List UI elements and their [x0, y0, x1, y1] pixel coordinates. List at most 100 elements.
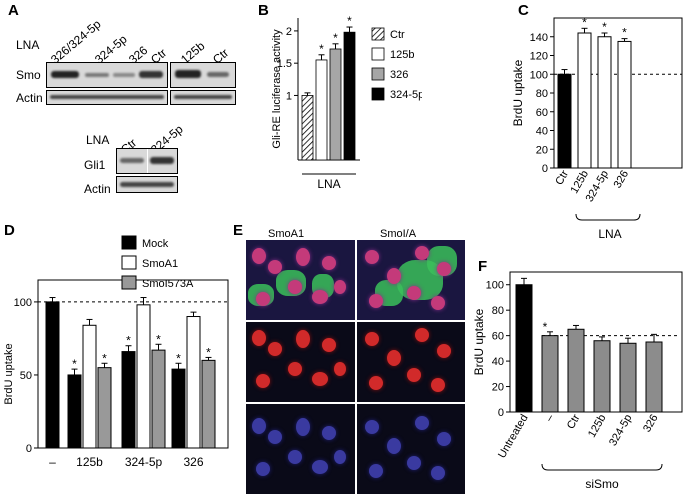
- chart-f: 0 20 40 60 80 100 BrdU uptake Untreated * – Ctr 125…: [472, 271, 683, 491]
- smo-blot-right: [170, 62, 236, 88]
- cell-nucleus: [387, 268, 401, 284]
- legend-label: SmoA1: [142, 258, 178, 270]
- cell-nucleus: [415, 416, 429, 430]
- micrograph-smoia-nuclei-blue: [357, 404, 465, 494]
- bar: [186, 316, 201, 449]
- y-tick-label: 60: [492, 331, 504, 343]
- bar: [617, 40, 632, 169]
- cell-nucleus: [334, 280, 346, 294]
- y-axis-label: BrdU uptake: [511, 59, 525, 126]
- y-tick-label: 40: [536, 126, 548, 138]
- significance-mark: *: [126, 334, 131, 348]
- bar: [315, 59, 328, 161]
- legend-label: Mock: [142, 238, 169, 250]
- actin2-blot: [116, 176, 178, 193]
- y-tick-label: 0: [498, 407, 504, 419]
- panel-e-label: E: [233, 222, 244, 239]
- significance-mark: *: [206, 345, 211, 359]
- lna-row-label: LNA: [16, 38, 40, 52]
- legend-swatch: [121, 255, 137, 270]
- legend-label: 324-5p: [390, 89, 422, 101]
- group-bracket: [541, 463, 663, 471]
- significance-mark: *: [72, 357, 77, 371]
- smo-blot-left: [46, 62, 168, 88]
- cell-nucleus: [387, 438, 401, 454]
- panel-d-label: D: [4, 222, 15, 239]
- significance-mark: *: [156, 332, 161, 346]
- cell-nucleus: [431, 466, 445, 480]
- x-tick-label: Untreated: [496, 413, 531, 461]
- cell-nucleus: [288, 362, 302, 376]
- cell-nucleus: [407, 456, 421, 470]
- x-tick-label: Ctr: [553, 168, 571, 187]
- smo-label: Smo: [16, 68, 41, 82]
- x-tick-label: Ctr: [565, 412, 583, 431]
- significance-mark: *: [543, 320, 548, 334]
- panel-a-label: A: [8, 2, 19, 19]
- cell-nucleus: [288, 280, 302, 294]
- col-label-smoi-a: SmoI/A: [380, 228, 417, 240]
- bar: [171, 368, 186, 449]
- cell-nucleus: [365, 250, 379, 264]
- significance-mark: *: [102, 351, 107, 365]
- cell-nucleus: [437, 344, 451, 358]
- cell-nucleus: [387, 350, 401, 366]
- cell-nucleus: [252, 418, 266, 434]
- chart-d: 0 50 100 BrdU uptake – * * 125b * * 324-5p * * 326 Moc…: [3, 235, 229, 469]
- cell-nucleus: [407, 368, 421, 382]
- y-tick-label: 100: [530, 69, 548, 81]
- legend-swatch: [371, 67, 385, 81]
- cell-nucleus: [252, 330, 266, 346]
- cell-nucleus: [369, 376, 383, 390]
- cell-nucleus: [431, 378, 445, 392]
- bar: [577, 32, 592, 169]
- y-tick-label: 40: [492, 356, 504, 368]
- y-tick-label: 80: [492, 305, 504, 317]
- micrograph-smoa1-merge: [246, 240, 355, 320]
- y-tick-label: 1.5: [277, 58, 292, 70]
- actin2-label: Actin: [84, 182, 111, 196]
- actin-blot-left: [46, 90, 168, 105]
- bar: [343, 31, 356, 161]
- x-tick-label: 125b: [76, 455, 103, 469]
- cell-nucleus: [322, 338, 336, 352]
- y-tick-label: 0: [542, 163, 548, 175]
- actin-label: Actin: [16, 91, 43, 105]
- cell-nucleus: [268, 260, 282, 274]
- legend-swatch: [121, 275, 137, 290]
- cell-nucleus: [256, 292, 270, 306]
- cell-nucleus: [322, 256, 336, 270]
- bar: [567, 328, 585, 413]
- cell-nucleus: [296, 248, 310, 266]
- significance-mark: *: [176, 351, 181, 365]
- cell-nucleus: [312, 372, 328, 386]
- bar: [645, 341, 663, 413]
- col-label-smoa1: SmoA1: [268, 228, 305, 240]
- micrograph-smoa1-nuclei-red: [246, 322, 355, 402]
- legend-label: Ctr: [390, 29, 405, 41]
- bar: [67, 374, 82, 449]
- actin-blot-right: [170, 90, 236, 105]
- y-tick-label: 100: [14, 297, 32, 309]
- bar: [329, 48, 342, 161]
- bar: [515, 284, 533, 413]
- y-tick-label: 2: [286, 26, 292, 38]
- bar: [301, 95, 314, 161]
- y-axis-label: Gli-RE luciferase activity: [271, 29, 283, 149]
- micrograph-smoa1-nuclei-blue: [246, 404, 355, 494]
- x-tick-label: 326: [183, 455, 203, 469]
- significance-mark: *: [347, 14, 352, 28]
- panel-c-label: C: [518, 2, 529, 19]
- bar: [82, 324, 97, 449]
- cell-nucleus: [296, 418, 310, 436]
- cell-nucleus: [365, 332, 379, 346]
- cell-nucleus: [437, 262, 451, 276]
- cell-nucleus: [322, 426, 336, 440]
- group-label: LNA: [317, 177, 340, 191]
- y-tick-label: 140: [530, 32, 548, 44]
- cell-nucleus: [288, 450, 302, 464]
- gli1-blot: [116, 148, 178, 174]
- x-tick-label: 326: [612, 169, 632, 191]
